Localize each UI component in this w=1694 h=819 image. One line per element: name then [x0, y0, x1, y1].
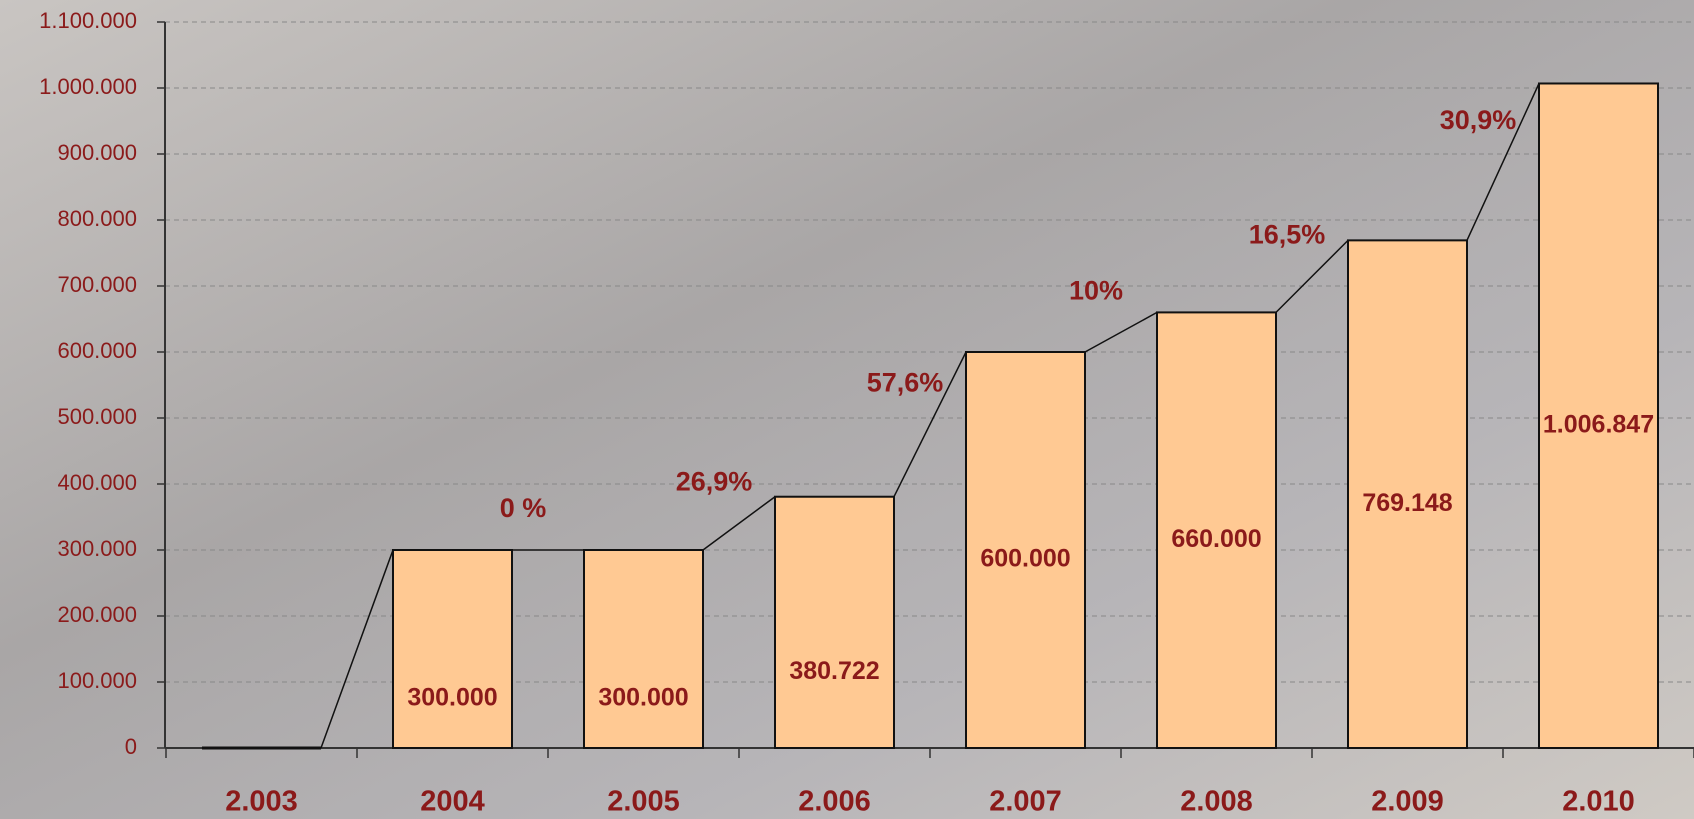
- growth-label: 10%: [1069, 275, 1123, 305]
- value-label: 300.000: [407, 684, 497, 712]
- value-label: 380.722: [789, 657, 879, 685]
- y-tick-label: 400.000: [57, 470, 137, 495]
- connector: [1084, 311, 1158, 353]
- x-tick-label: 2.009: [1371, 786, 1444, 818]
- connector: [1466, 83, 1540, 241]
- value-label: 660.000: [1171, 525, 1261, 553]
- bar: [1538, 82, 1659, 750]
- bar: [1347, 239, 1468, 749]
- y-tick-label: 0: [125, 734, 137, 759]
- value-label: 769.148: [1362, 489, 1452, 517]
- y-tick-label: 500.000: [57, 404, 137, 429]
- y-tick-label: 800.000: [57, 206, 137, 231]
- x-tick-label: 2.006: [798, 786, 871, 818]
- connector: [1275, 239, 1349, 313]
- bar: [1156, 311, 1277, 749]
- x-tick-label: 2.008: [1180, 786, 1253, 818]
- bar: [965, 351, 1086, 749]
- bar: [774, 495, 895, 749]
- x-tick-label: 2.005: [607, 786, 680, 818]
- connector: [893, 351, 967, 498]
- y-tick-label: 300.000: [57, 536, 137, 561]
- y-tick-label: 1.000.000: [39, 74, 137, 99]
- connector: [702, 496, 776, 551]
- value-label: 300.000: [598, 684, 688, 712]
- value-label: 1.006.847: [1543, 410, 1654, 438]
- y-tick-label: 700.000: [57, 272, 137, 297]
- growth-label: 0 %: [500, 493, 547, 523]
- bar: [583, 549, 704, 749]
- value-label: 600.000: [980, 545, 1070, 573]
- bar: [392, 549, 513, 749]
- x-tick-label: 2.003: [225, 786, 298, 818]
- y-tick-label: 900.000: [57, 140, 137, 165]
- growth-label: 30,9%: [1440, 105, 1517, 135]
- connector: [320, 549, 394, 749]
- x-tick-label: 2.010: [1562, 786, 1635, 818]
- x-tick-label: 2.007: [989, 786, 1062, 818]
- y-tick-label: 200.000: [57, 602, 137, 627]
- growth-label: 16,5%: [1249, 220, 1326, 250]
- y-tick-label: 1.100.000: [39, 8, 137, 33]
- x-tick-label: 2004: [420, 786, 485, 818]
- y-tick-label: 600.000: [57, 338, 137, 363]
- y-tick-label: 100.000: [57, 668, 137, 693]
- growth-label: 26,9%: [676, 466, 753, 496]
- growth-label: 57,6%: [867, 367, 944, 397]
